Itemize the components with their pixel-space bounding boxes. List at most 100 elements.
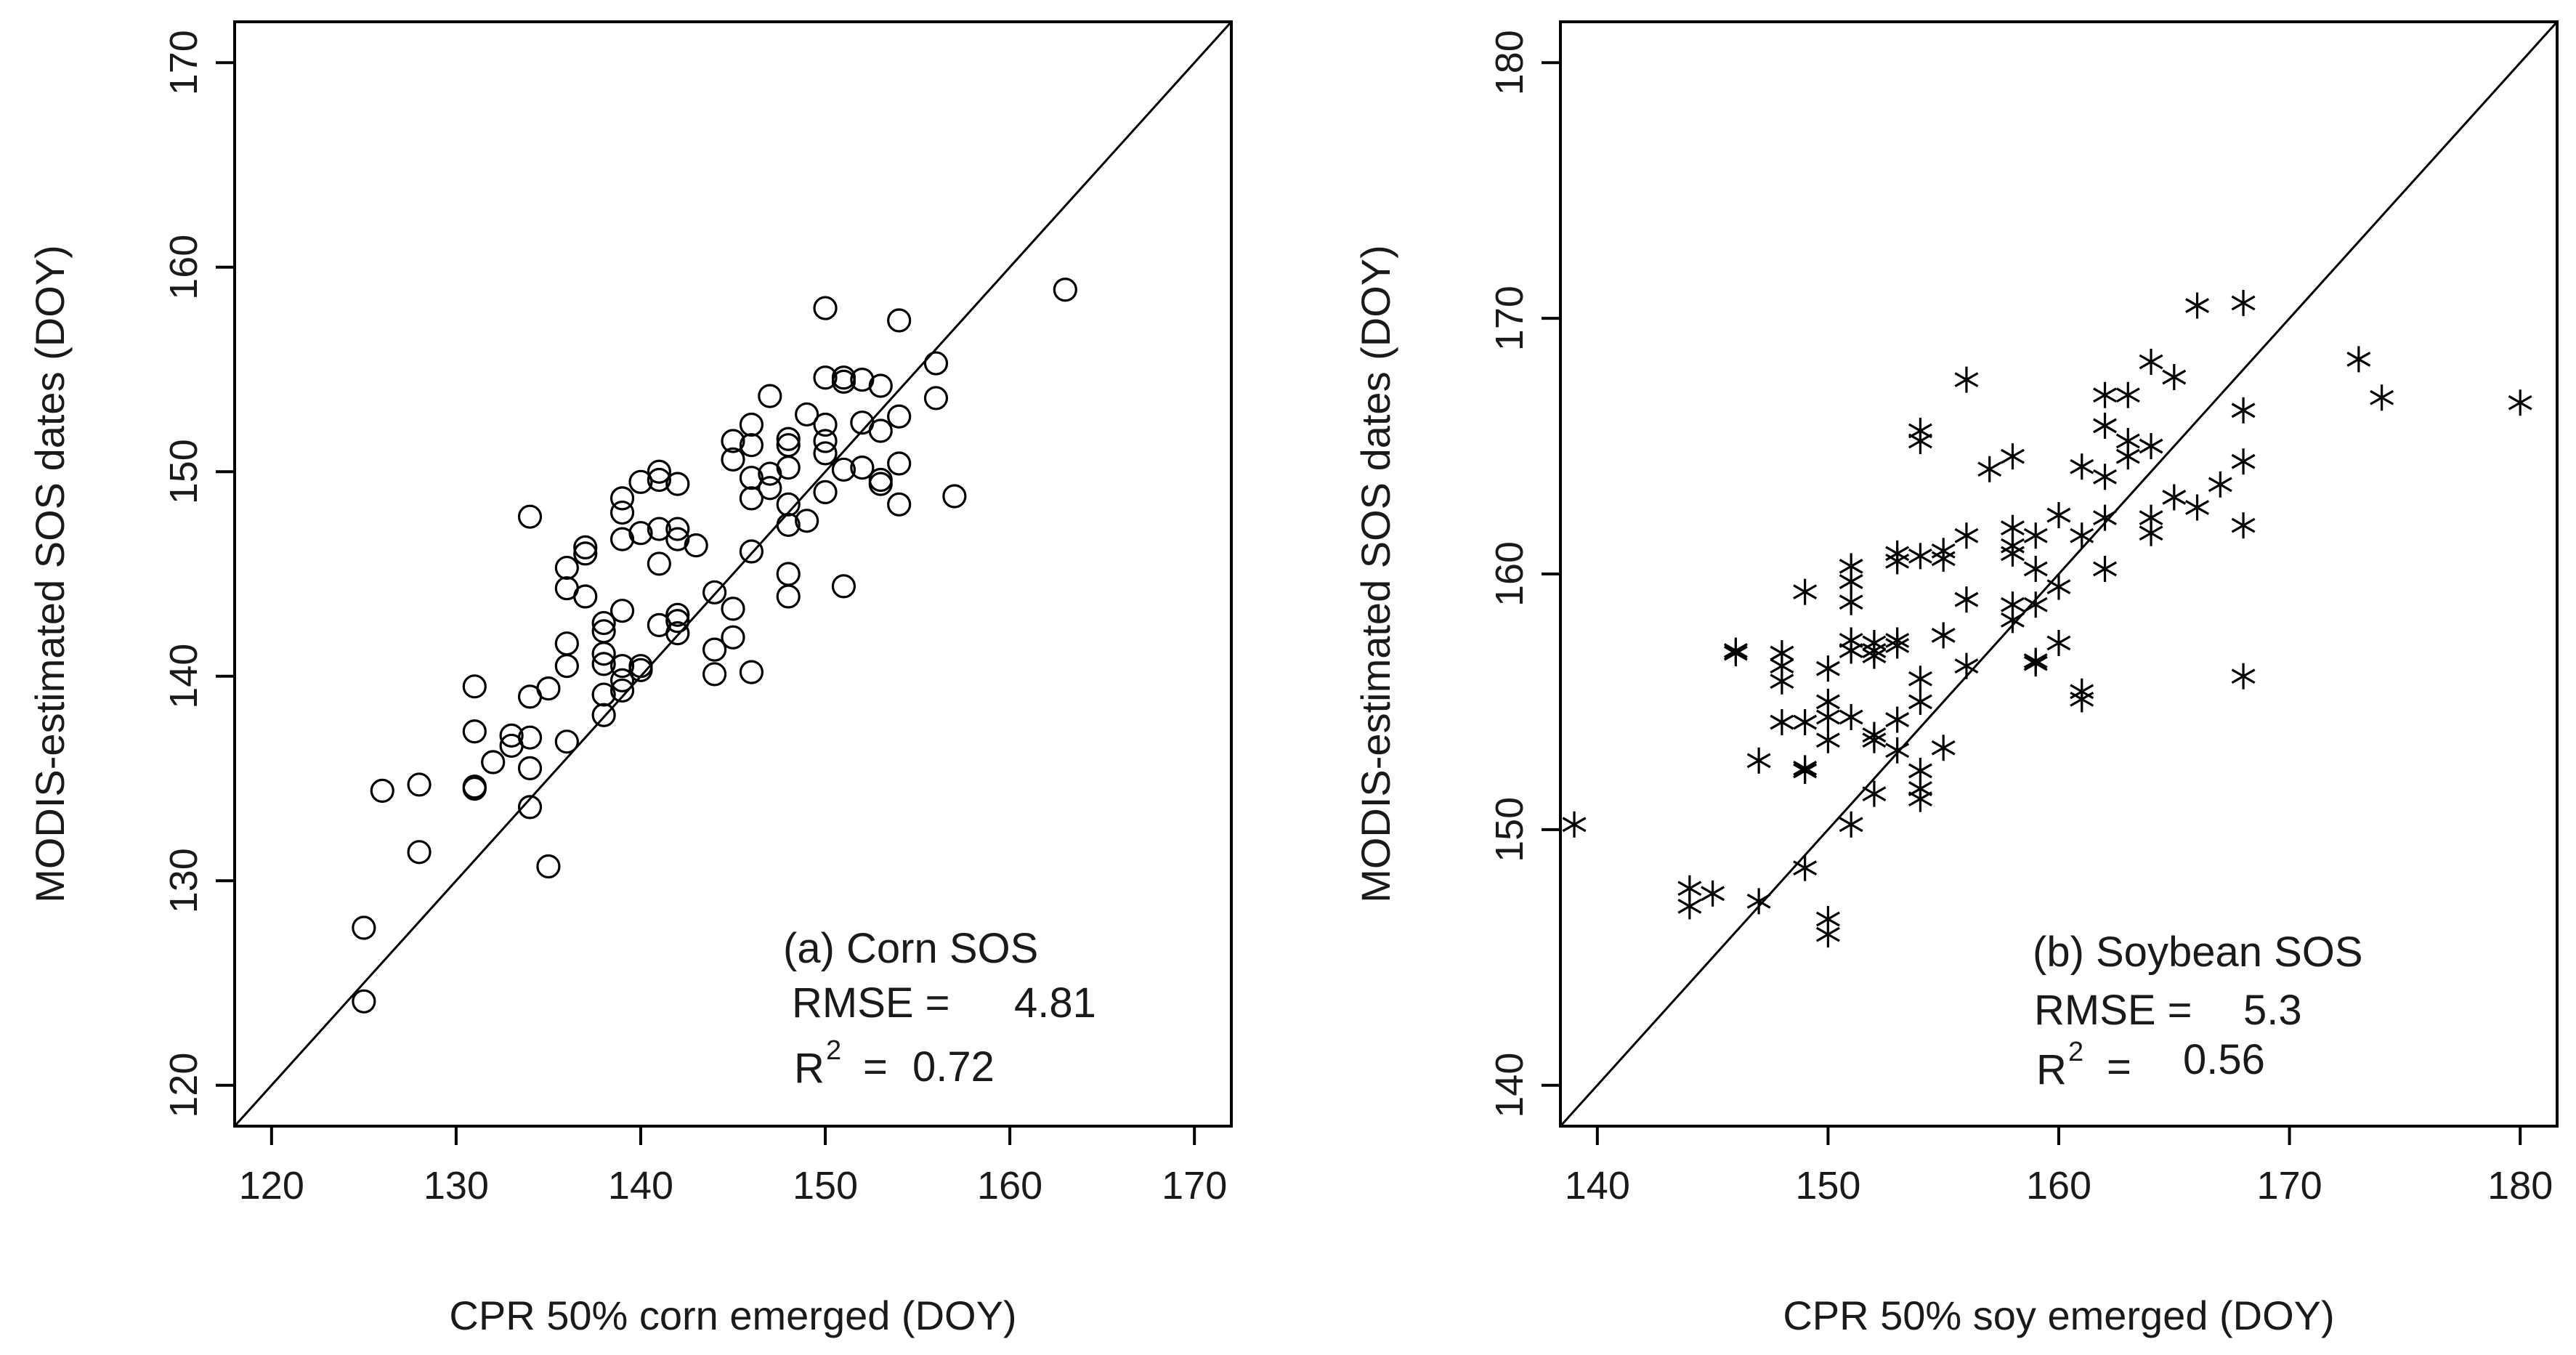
soybean-data-point xyxy=(2231,397,2256,424)
soybean-data-point xyxy=(1931,622,1956,649)
corn-r2-value: 0.72 xyxy=(912,1043,995,1091)
corn-data-point xyxy=(647,517,671,541)
corn-data-point xyxy=(517,795,543,820)
corn-x-axis-title: CPR 50% corn emerged (DOY) xyxy=(449,1293,1016,1338)
soybean-rmse-value: 5.3 xyxy=(2243,987,2302,1034)
soybean-data-point xyxy=(2185,494,2210,521)
soybean-data-point xyxy=(2208,471,2232,498)
corn-panel-label: (a) Corn SOS xyxy=(783,925,1038,972)
soybean-data-point xyxy=(1839,811,1863,838)
soybean-x-axis: 140 150 160 170 180 xyxy=(1565,1126,2553,1208)
corn-data-point xyxy=(609,678,635,703)
soybean-data-point xyxy=(2139,519,2163,546)
soybean-data-point xyxy=(1723,637,1748,664)
soybean-y-tick-label: 180 xyxy=(1488,30,1531,95)
soybean-data-point xyxy=(1885,548,1910,575)
corn-data-point xyxy=(665,621,690,646)
soybean-data-point xyxy=(1885,632,1910,659)
soybean-data-point xyxy=(2070,686,2094,713)
corn-y-tick-label: 160 xyxy=(162,235,206,300)
corn-data-point xyxy=(831,457,856,482)
soybean-data-point xyxy=(2001,443,2025,470)
corn-plot-frame xyxy=(233,20,1233,1128)
corn-data-point xyxy=(1053,278,1077,302)
corn-data-point xyxy=(923,386,949,410)
corn-data-point xyxy=(739,660,764,684)
soybean-data-point xyxy=(2346,346,2371,373)
corn-data-point xyxy=(758,384,782,408)
corn-rmse-label: RMSE = xyxy=(792,979,950,1027)
soybean-data-point xyxy=(2162,484,2187,511)
corn-data-point xyxy=(665,472,690,496)
corn-data-point xyxy=(702,637,727,662)
corn-data-point xyxy=(942,484,967,509)
soybean-x-tick-label: 150 xyxy=(1795,1164,1860,1208)
corn-data-point xyxy=(591,703,616,727)
soybean-data-point xyxy=(1862,727,1887,753)
corn-data-point xyxy=(591,652,616,676)
corn-data-point xyxy=(536,854,561,879)
soybean-data-point xyxy=(2093,381,2117,408)
soybean-r2-symbol: R xyxy=(2036,1046,2067,1093)
corn-data-point xyxy=(813,441,838,466)
soybean-data-point xyxy=(1908,666,1932,692)
soybean-data-point xyxy=(1746,747,1771,774)
corn-r2-equals: = xyxy=(863,1043,888,1091)
soybean-data-point xyxy=(2093,555,2117,582)
soybean-data-point xyxy=(2231,448,2256,475)
soybean-data-point xyxy=(1931,735,1956,761)
soybean-data-point xyxy=(1977,456,2002,482)
corn-data-point xyxy=(739,466,764,490)
corn-data-point xyxy=(776,492,801,517)
corn-data-point xyxy=(517,504,543,529)
corn-data-point xyxy=(758,476,782,501)
corn-data-point xyxy=(647,551,671,576)
corn-data-point xyxy=(554,555,579,581)
soybean-data-point xyxy=(2115,443,2140,470)
corn-data-point xyxy=(462,719,487,744)
corn-data-point xyxy=(517,756,543,781)
corn-rmse-value: 4.81 xyxy=(1014,979,1096,1027)
corn-data-point xyxy=(776,562,801,586)
soybean-data-point xyxy=(1885,737,1910,764)
corn-r2-symbol: R xyxy=(794,1045,825,1092)
corn-data-point xyxy=(850,456,875,480)
corn-data-point xyxy=(609,500,635,525)
corn-data-point xyxy=(795,509,819,533)
soybean-data-point xyxy=(1908,688,1932,715)
corn-y-axis-title: MODIS-estimated SOS dates (DOY) xyxy=(27,245,73,903)
corn-data-point xyxy=(850,367,875,392)
corn-data-point xyxy=(702,580,727,604)
corn-data-point xyxy=(776,584,801,609)
soybean-panel: 140 150 160 170 180 140 150 160 170 180 CPR 50% … xyxy=(1353,20,2559,1338)
corn-data-point xyxy=(573,535,598,560)
corn-data-point xyxy=(813,296,838,320)
soybean-x-tick-label: 160 xyxy=(2026,1164,2091,1208)
corn-points-layer xyxy=(352,278,1077,1014)
corn-data-point xyxy=(813,365,838,390)
soybean-data-point xyxy=(2185,292,2210,319)
corn-data-point xyxy=(573,541,598,566)
soybean-data-point xyxy=(1862,642,1887,669)
corn-data-point xyxy=(536,676,561,701)
soybean-r2-value: 0.56 xyxy=(2183,1036,2265,1083)
soybean-panel-label: (b) Soybean SOS xyxy=(2033,929,2363,976)
corn-data-point xyxy=(665,517,690,541)
soybean-data-point xyxy=(2023,555,2048,582)
soybean-data-point xyxy=(2046,630,2071,656)
soybean-r2-superscript: 2 xyxy=(2068,1037,2083,1067)
corn-data-point xyxy=(628,658,653,682)
corn-data-point xyxy=(462,776,487,801)
soybean-data-point xyxy=(1908,543,1932,570)
soybean-data-point xyxy=(1770,668,1794,695)
corn-x-axis: 120 130 140 150 160 170 xyxy=(239,1126,1227,1208)
corn-one-to-one-line xyxy=(233,20,1233,1128)
soybean-data-point xyxy=(2115,381,2140,408)
soybean-data-point xyxy=(2070,453,2094,480)
corn-data-point xyxy=(609,654,635,679)
soybean-data-point xyxy=(2139,348,2163,375)
soybean-x-tick-label: 140 xyxy=(1565,1164,1630,1208)
corn-y-tick-label: 150 xyxy=(162,439,206,504)
corn-data-point xyxy=(352,989,376,1014)
soybean-data-point xyxy=(1770,709,1794,736)
